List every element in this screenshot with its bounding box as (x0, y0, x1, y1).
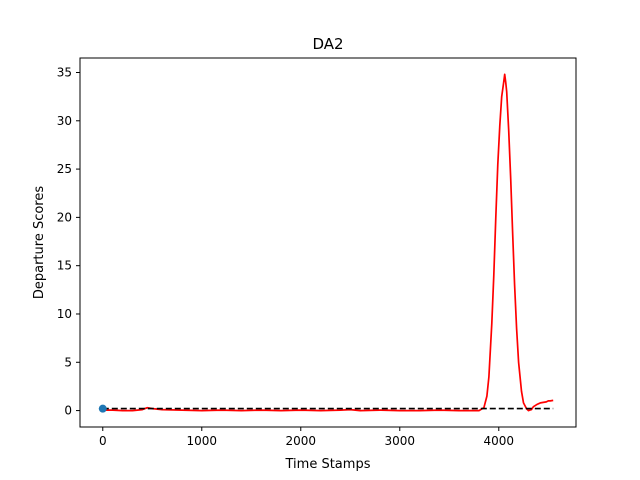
y-tick-label: 5 (64, 355, 72, 369)
y-tick-label: 0 (64, 404, 72, 418)
y-tick-label: 20 (57, 210, 72, 224)
y-tick-label: 30 (57, 114, 72, 128)
x-ticks: 0 1000 2000 3000 4000 (99, 427, 514, 448)
x-axis-label: Time Stamps (285, 457, 371, 472)
y-tick-label: 25 (57, 162, 72, 176)
chart-title: DA2 (312, 35, 343, 53)
start-marker-point (98, 404, 107, 413)
y-tick-label: 35 (57, 65, 72, 79)
x-tick-label: 1000 (186, 434, 217, 448)
x-tick-label: 0 (99, 434, 107, 448)
plot-area (79, 57, 577, 428)
y-axis-label: Departure Scores (32, 186, 47, 300)
x-tick-label: 3000 (385, 434, 416, 448)
x-tick-label: 2000 (286, 434, 317, 448)
y-ticks: 0 5 10 15 20 25 30 35 (57, 65, 80, 418)
score-line-series-0 (102, 73, 554, 412)
x-tick-label: 4000 (484, 434, 515, 448)
y-tick-label: 15 (57, 259, 72, 273)
y-tick-label: 10 (57, 307, 72, 321)
series-layer (98, 73, 554, 413)
